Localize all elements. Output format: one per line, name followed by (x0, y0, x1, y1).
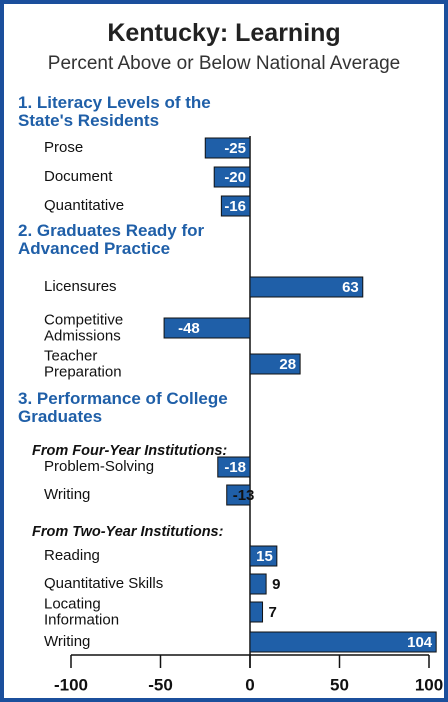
value-label: 15 (256, 548, 273, 565)
value-label: -13 (233, 487, 255, 504)
category-label: Locating Information (44, 595, 120, 628)
bar (220, 195, 251, 217)
category-label: Reading (44, 547, 100, 565)
x-tick-label: 50 (330, 675, 349, 694)
bar (249, 631, 437, 653)
x-tick-label: -50 (148, 675, 173, 694)
category-label: Writing (44, 486, 91, 504)
bar (249, 601, 264, 623)
category-label: Quantitative (44, 197, 125, 215)
bar (249, 573, 267, 595)
value-label: -18 (224, 459, 246, 476)
value-label: -25 (224, 140, 246, 157)
value-label: -16 (224, 198, 246, 215)
category-label: Problem-Solving (44, 458, 155, 476)
chart-subtitle: Percent Above or Below National Average (47, 53, 401, 74)
value-label: -20 (224, 169, 246, 186)
x-tick-label: 0 (245, 675, 254, 694)
value-label: 28 (279, 356, 296, 373)
chart-title: Kentucky: Learning (107, 19, 341, 47)
group-title: 3. Performance of College Graduates (18, 389, 228, 426)
x-tick-label: -100 (54, 675, 88, 694)
bar (226, 484, 251, 506)
value-label: 63 (342, 279, 359, 296)
bar (213, 166, 251, 188)
value-label: 7 (269, 604, 277, 621)
bar (204, 137, 251, 159)
bar (163, 317, 251, 339)
value-label: -48 (178, 320, 200, 337)
category-label: Competitive Admissions (44, 311, 124, 344)
bar (217, 456, 251, 478)
group-title: 1. Literacy Levels of the State's Reside… (18, 93, 211, 130)
group-title: 2. Graduates Ready for Advanced Practice (18, 221, 205, 258)
x-tick-label: 100 (415, 675, 443, 694)
bar (249, 276, 364, 298)
bar (249, 545, 278, 567)
category-label: Quantitative Skills (44, 575, 164, 593)
value-label: 104 (407, 634, 433, 651)
bar (249, 353, 301, 375)
category-label: Teacher Preparation (44, 347, 122, 380)
category-label: Prose (44, 139, 84, 157)
subgroup-title: From Four-Year Institutions: (32, 443, 228, 459)
value-label: 9 (272, 576, 280, 593)
subgroup-title: From Two-Year Institutions: (32, 524, 224, 540)
category-label: Document (44, 168, 113, 186)
category-label: Licensures (44, 278, 117, 296)
category-label: Writing (44, 633, 91, 651)
